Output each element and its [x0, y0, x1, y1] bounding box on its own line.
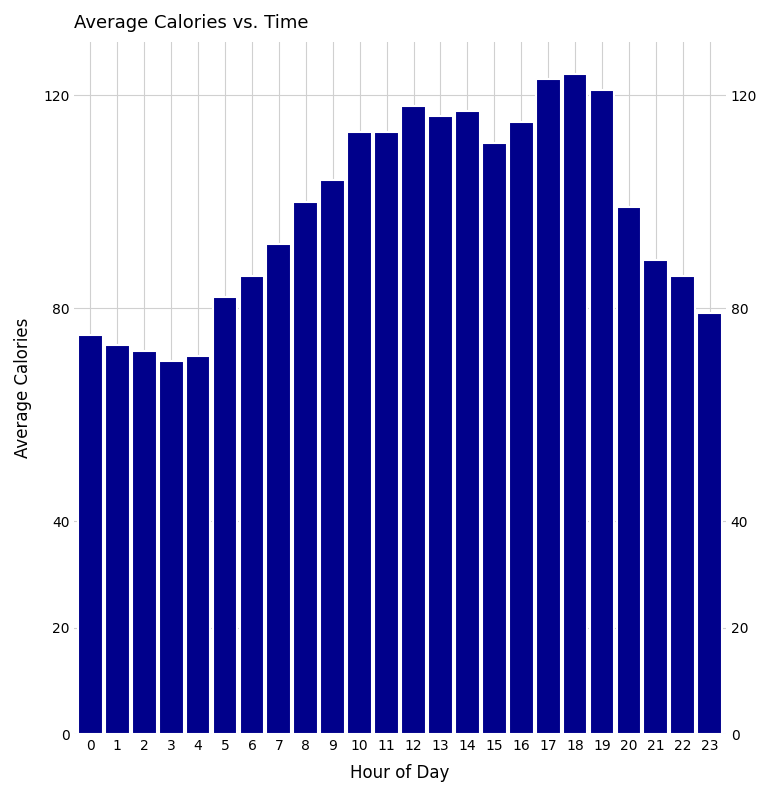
- Bar: [186, 356, 210, 734]
- Bar: [374, 132, 399, 734]
- Y-axis label: Average Calories: Average Calories: [14, 318, 32, 458]
- Bar: [482, 143, 507, 734]
- Bar: [455, 111, 480, 734]
- Bar: [159, 361, 183, 734]
- Bar: [644, 260, 668, 734]
- Bar: [78, 334, 103, 734]
- Bar: [132, 351, 157, 734]
- Bar: [105, 345, 130, 734]
- Bar: [267, 244, 291, 734]
- Bar: [401, 106, 426, 734]
- Bar: [671, 276, 695, 734]
- Bar: [240, 276, 264, 734]
- Bar: [617, 207, 641, 734]
- Bar: [347, 132, 372, 734]
- X-axis label: Hour of Day: Hour of Day: [350, 764, 449, 782]
- Text: Average Calories vs. Time: Average Calories vs. Time: [74, 14, 308, 32]
- Bar: [536, 79, 561, 734]
- Bar: [509, 122, 534, 734]
- Bar: [563, 74, 588, 734]
- Bar: [697, 314, 722, 734]
- Bar: [590, 90, 614, 734]
- Bar: [213, 298, 237, 734]
- Bar: [428, 116, 453, 734]
- Bar: [294, 201, 318, 734]
- Bar: [321, 180, 345, 734]
